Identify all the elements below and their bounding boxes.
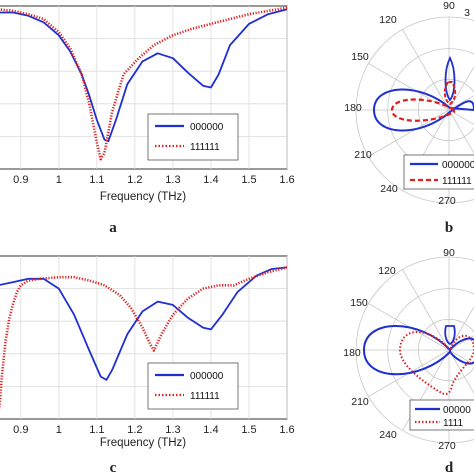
chart-b-series-0-lobe [372,88,474,132]
chart-c-series-0 [0,266,287,381]
chart-a-lines [0,6,287,161]
chart-d-spoke-60 [448,305,474,351]
chart-a-legend: 000000 111111 [147,113,239,161]
chart-b-spoke-30 [448,95,474,111]
chart-a-series-1 [0,6,287,161]
chart-b-series-0-top-lobe [444,55,456,102]
chart-c-grid [0,256,288,419]
chart-a-xtick-4: 1.3 [165,174,180,186]
chart-c-ticks: 0.9 1 1.1 1.2 1.3 1.4 1.5 1.6 [13,424,294,436]
chart-b-spoke-60 [448,65,474,111]
chart-c-legend-box [147,362,239,410]
chart-a-xtick-1: 1 [56,174,62,186]
chart-d-angle-240: 240 [379,429,397,441]
chart-d-angle-270: 270 [438,440,456,452]
chart-c-legend-label-1: 111111 [190,391,220,402]
chart-d-angle-120: 120 [378,265,396,277]
chart-b-spoke-120 [402,29,450,111]
chart-b-angle-240: 240 [380,183,398,195]
chart-c-lines [0,266,287,412]
chart-b-angle-180: 180 [344,102,362,114]
chart-b-legend-label-1: 111111 [442,176,472,187]
chart-c-xtick-3: 1.2 [127,424,142,436]
chart-d-series-0-right-lobe [449,337,474,365]
chart-a-series-0 [0,8,287,143]
chart-c-xtick-6: 1.5 [241,424,256,436]
chart-c-xtick-4: 1.3 [165,424,180,436]
chart-a-frame [0,5,288,170]
chart-d-polar-grid [355,256,474,444]
chart-b-angle-150: 150 [351,51,369,63]
chart-d-legend-label-1: 1111 [443,418,463,429]
chart-b-legend-box [403,154,474,190]
chart-b-angle-extra: 3 [464,7,470,19]
chart-d-spoke-30 [448,335,474,351]
chart-b-spoke-300 [448,109,474,155]
chart-d: 90 120 150 180 210 240 270 00000 1111 d [343,247,474,474]
chart-c-xtick-1: 1 [56,424,62,436]
chart-a-xtick-6: 1.5 [241,174,256,186]
chart-a-xtick-5: 1.4 [203,174,218,186]
chart-d-series-0-left-lobe [362,325,451,376]
chart-c-xlabel: Frequency (THz) [100,437,186,449]
chart-a: 0.9 1 1.1 1.2 1.3 1.4 1.5 1.6 Frequency (THz) 0… [0,5,295,236]
chart-d-series-0-top-lobe [444,325,456,346]
chart-d-legend: 00000 1111 [409,399,474,431]
chart-c: 0.9 1 1.1 1.2 1.3 1.4 1.5 1.6 Frequency (THz) 0… [0,255,295,474]
chart-c-xtick-2: 1.1 [89,424,104,436]
chart-d-angle-150: 150 [350,297,368,309]
chart-d-spoke-300 [448,349,474,395]
chart-b-angle-120: 120 [379,14,397,26]
panel-letter-d: d [445,460,454,474]
chart-d-angle-90: 90 [443,247,455,259]
chart-b-legend-label-0: 000000 [442,160,474,171]
chart-b-spoke-210 [368,109,450,157]
chart-c-legend-label-0: 000000 [190,371,224,382]
panel-letter-a: a [109,220,117,236]
chart-a-xlabel: Frequency (THz) [100,191,186,203]
chart-b: 90 3 120 150 180 210 240 270 000000 1111… [344,0,474,236]
chart-a-xtick-3: 1.2 [127,174,142,186]
chart-b-series-1-top-lobe [443,81,457,106]
chart-d-spoke-120 [402,269,450,351]
chart-c-xtick-5: 1.4 [203,424,218,436]
chart-a-legend-box [147,113,239,161]
chart-b-legend: 000000 111111 [403,154,474,190]
chart-a-legend-label-1: 111111 [190,142,220,153]
panel-letter-b: b [445,220,453,236]
panel-letter-c: c [110,460,117,474]
chart-a-xtick-2: 1.1 [89,174,104,186]
chart-c-xtick-7: 1.6 [279,424,294,436]
chart-b-angle-210: 210 [354,149,372,161]
chart-b-angle-270: 270 [438,195,456,207]
chart-a-xtick-0: 0.9 [13,174,28,186]
chart-b-series-1-lobe [390,98,456,122]
chart-d-series-1-pattern [398,331,474,395]
chart-c-legend: 000000 111111 [147,362,239,410]
chart-b-angle-90: 90 [443,0,455,12]
chart-d-angle-180: 180 [343,347,361,359]
chart-a-ticks: 0.9 1 1.1 1.2 1.3 1.4 1.5 1.6 [13,174,294,186]
chart-c-xtick-0: 0.9 [13,424,28,436]
chart-a-xtick-7: 1.6 [279,174,294,186]
chart-b-spoke-330 [448,109,474,125]
chart-d-legend-label-0: 00000 [443,405,471,416]
chart-d-spoke-330 [448,349,474,365]
chart-d-legend-box [409,399,474,431]
chart-a-legend-label-0: 000000 [190,122,224,133]
chart-d-angle-210: 210 [351,396,369,408]
